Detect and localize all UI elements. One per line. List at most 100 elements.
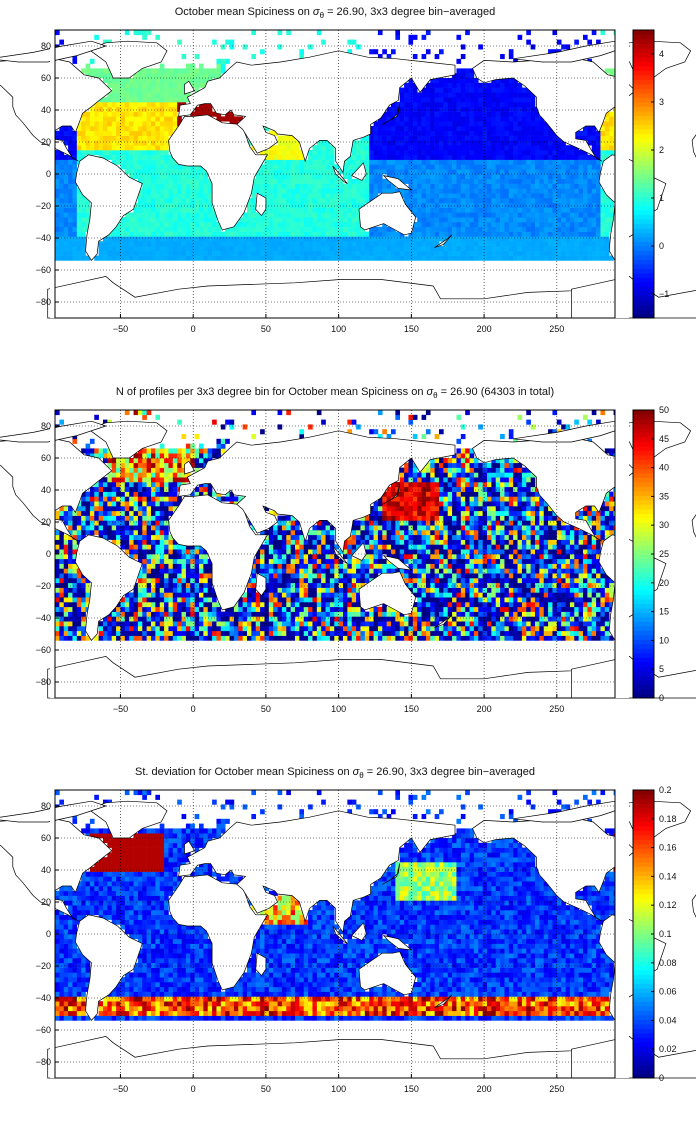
heatmap-cell [295,246,300,252]
heatmap-cell [172,616,178,622]
heatmap-cell [478,121,483,127]
heatmap-cell [260,236,265,242]
heatmap-cell [591,207,597,213]
heatmap-cell [539,255,545,261]
heatmap-cell [430,169,435,175]
heatmap-cell [382,145,387,151]
colorbar-step [633,228,654,233]
heatmap-cell [404,159,409,165]
heatmap-cell [395,140,401,146]
heatmap-cell [151,241,156,247]
heatmap-cell [338,616,344,622]
heatmap-cell [251,587,257,593]
heatmap-cell [583,222,588,228]
heatmap-cell [404,92,409,98]
heatmap-cell [417,116,422,122]
heatmap-cell [482,102,488,108]
heatmap-cell [334,255,339,261]
heatmap-cell [129,92,134,98]
heatmap-cell [159,130,165,136]
heatmap-cell [600,135,606,141]
heatmap-cell [434,231,440,237]
heatmap-cell [290,178,296,184]
heatmap-cell [172,82,178,88]
heatmap-cell [151,231,156,237]
heatmap-cell [473,169,479,175]
heatmap-cell [591,135,597,141]
heatmap-cell [63,592,69,598]
heatmap-cell [395,130,401,136]
heatmap-cell [329,226,335,232]
heatmap-cell [172,164,178,170]
heatmap-cell [321,587,326,593]
heatmap-cell [72,58,78,64]
heatmap-cell [591,606,597,612]
heatmap-cell [456,630,462,636]
heatmap-cell [233,616,239,622]
heatmap-cell [129,231,134,237]
heatmap-cell [190,602,195,608]
heatmap-cell [68,626,73,632]
heatmap-cell [76,188,82,194]
heatmap-cell [151,222,156,228]
heatmap-cell [530,212,536,218]
heatmap-cell [452,78,457,84]
heatmap-cell [495,174,501,180]
heatmap-cell [425,207,431,213]
heatmap-cell [508,246,514,252]
heatmap-cell [399,231,405,237]
heatmap-cell [460,126,466,132]
heatmap-cell [456,106,462,112]
heatmap-cell [469,154,475,160]
heatmap-cell [373,626,379,632]
heatmap-cell [604,217,610,223]
heatmap-cell [260,188,265,194]
colorbar-step [633,106,654,112]
heatmap-cell [299,54,305,60]
heatmap-cell [177,121,182,127]
heatmap-cell [281,602,287,608]
heatmap-cell [260,255,265,261]
heatmap-cell [425,97,431,103]
heatmap-cell [578,606,584,612]
heatmap-cell [94,150,99,156]
heatmap-cell [569,145,575,151]
heatmap-cell [159,241,165,247]
heatmap-cell [578,159,584,165]
heatmap-cell [133,159,139,165]
heatmap-cell [124,621,130,627]
heatmap-cell [303,174,309,180]
heatmap-cell [299,236,305,242]
heatmap-cell [68,231,73,237]
heatmap-cell [386,111,392,117]
heatmap-cell [465,97,470,103]
heatmap-cell [609,202,614,208]
heatmap-cell [434,621,440,627]
heatmap-cell [386,621,392,627]
heatmap-cell [517,198,523,204]
heatmap-cell [238,602,243,608]
colorbar-step [633,273,654,278]
heatmap-cell [220,68,226,74]
heatmap-cell [408,159,414,165]
heatmap-cell [600,207,606,213]
heatmap-cell [399,188,405,194]
heatmap-cell [111,111,117,117]
heatmap-cell [155,87,161,93]
heatmap-cell [530,174,536,180]
heatmap-cell [142,159,147,165]
heatmap-cell [552,135,558,141]
heatmap-cell [443,150,449,156]
heatmap-cell [495,178,501,184]
heatmap-cell [526,174,531,180]
heatmap-cell [55,130,60,136]
heatmap-cell [530,150,536,156]
heatmap-cell [565,212,571,218]
heatmap-cell [417,106,422,112]
heatmap-cell [116,111,121,117]
heatmap-cell [452,102,457,108]
heatmap-cell [434,606,440,612]
heatmap-cell [465,597,470,603]
heatmap-cell [308,154,313,160]
heatmap-cell [487,202,492,208]
